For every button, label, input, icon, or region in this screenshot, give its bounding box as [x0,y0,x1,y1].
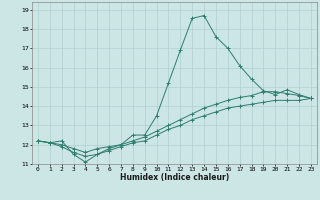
X-axis label: Humidex (Indice chaleur): Humidex (Indice chaleur) [120,173,229,182]
